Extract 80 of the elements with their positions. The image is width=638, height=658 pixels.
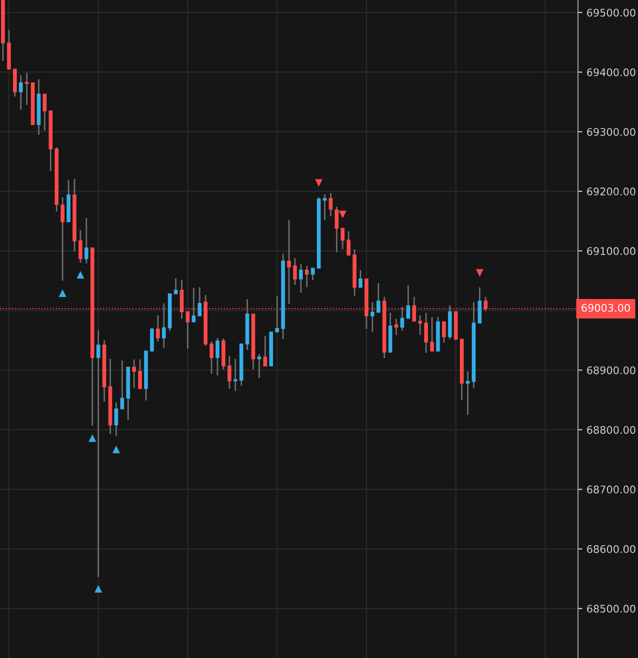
candlestick [60, 196, 64, 282]
candlestick [126, 366, 130, 421]
y-tick-label: 68500.00 [587, 604, 636, 613]
candlestick [287, 219, 291, 305]
candlestick [275, 296, 279, 332]
candlestick [78, 229, 82, 264]
candlestick [430, 316, 434, 352]
candlestick [24, 72, 29, 106]
y-tick-label: 69500.00 [587, 8, 636, 17]
candlestick [472, 301, 476, 389]
candlestick [36, 78, 41, 136]
y-tick-label: 69300.00 [587, 128, 636, 136]
y-tick-label: 69100.00 [587, 247, 636, 256]
candlestick [299, 263, 303, 294]
candlestick [263, 335, 268, 366]
point [112, 446, 120, 454]
candlestick [310, 268, 315, 281]
candlestick [198, 286, 202, 316]
candlestick [370, 301, 374, 333]
candlestick [228, 355, 232, 390]
candlestick [144, 350, 148, 402]
candlestick [7, 29, 11, 70]
candlestick [1, 0, 5, 62]
candlestick [460, 338, 464, 401]
candlestick [346, 230, 350, 256]
candlestick [120, 360, 124, 410]
candlestick [394, 318, 398, 336]
candlestick [239, 343, 244, 386]
candlestick [322, 194, 327, 221]
candlestick [18, 74, 23, 110]
candlestick [114, 402, 118, 436]
y-tick-label: 68700.00 [587, 486, 636, 494]
candlestick [42, 94, 47, 132]
candlestick [406, 284, 410, 319]
candlestick [376, 282, 380, 313]
candlestick [30, 82, 35, 125]
candlestick [424, 312, 428, 354]
point [76, 270, 84, 279]
candlestick [54, 146, 59, 212]
candlestick [12, 68, 17, 98]
candlestick [108, 358, 112, 435]
candlestick [466, 370, 470, 416]
candlestick [156, 314, 160, 342]
ref-line-label: 69003.00 [582, 304, 630, 312]
candlestick [66, 179, 70, 222]
candlestick [328, 192, 333, 218]
candlestick [168, 293, 172, 332]
candlestick [48, 110, 53, 172]
point [88, 434, 96, 442]
y-tick-label: 68900.00 [587, 366, 636, 374]
y-tick-label: 68600.00 [587, 545, 636, 554]
candlestick [162, 302, 166, 349]
candlestick [251, 314, 256, 370]
candlestick [138, 358, 142, 390]
candlestick [192, 287, 196, 322]
candlestick [84, 217, 88, 264]
candlestick [174, 278, 178, 294]
point [58, 289, 66, 298]
candlestick [400, 306, 404, 332]
candlestick [233, 358, 238, 392]
point [338, 210, 346, 218]
candlestick [388, 312, 392, 353]
candlestick [340, 228, 345, 250]
point [314, 179, 323, 187]
y-tick-label: 69400.00 [587, 68, 636, 76]
candlestick [269, 332, 274, 366]
candlestick [186, 311, 190, 350]
point [94, 585, 102, 593]
candlestick [442, 321, 446, 344]
y-tick-label: 69200.00 [587, 188, 636, 196]
y-tick-label: 68800.00 [587, 426, 636, 434]
point [476, 269, 484, 277]
candlestick [245, 298, 250, 351]
candlestick [132, 358, 136, 389]
candlestick [304, 265, 309, 288]
candlestick [418, 314, 422, 336]
candlestick [448, 304, 452, 340]
candlestick [102, 340, 106, 402]
candlestick [478, 286, 482, 324]
candlestick [72, 178, 76, 252]
